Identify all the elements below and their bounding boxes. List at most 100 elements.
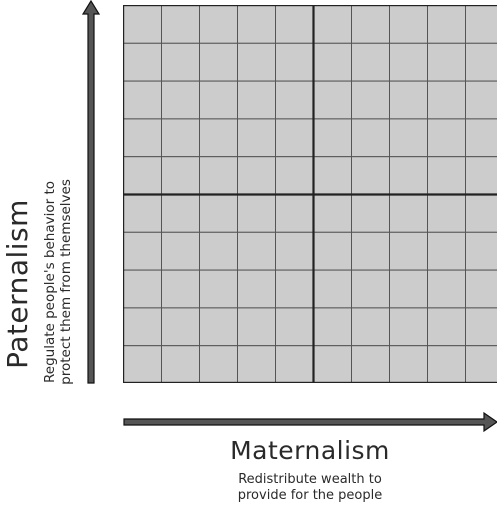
x-axis-arrow: [123, 411, 497, 433]
grid-cell: [465, 231, 497, 271]
grid-cell: [313, 5, 352, 44]
x-axis-description: Redistribute wealth to provide for the p…: [175, 472, 445, 504]
grid-cell: [351, 194, 390, 233]
grid-cell: [275, 80, 314, 120]
grid-cell: [199, 80, 238, 120]
grid-cell: [123, 345, 162, 383]
grid-cell: [123, 118, 162, 158]
grid-cell: [427, 42, 466, 82]
grid-cell: [351, 42, 390, 82]
grid-cell: [161, 5, 200, 44]
grid-cell: [389, 231, 428, 271]
grid-cell: [389, 5, 428, 44]
grid-cell: [313, 156, 352, 195]
grid-cell: [389, 118, 428, 158]
y-axis-arrow: [81, 0, 101, 384]
grid-cell: [389, 194, 428, 233]
grid-border: [123, 5, 497, 383]
grid-cell: [389, 80, 428, 120]
grid-cell: [199, 231, 238, 271]
grid-cell: [123, 42, 162, 82]
grid-cell: [465, 345, 497, 383]
grid-cell: [351, 345, 390, 383]
grid-cell: [389, 345, 428, 383]
grid-cell: [161, 269, 200, 309]
y-axis-description-line-2: protect them from themselves: [58, 179, 74, 385]
grid-cell: [199, 307, 238, 347]
grid-cell: [351, 307, 390, 347]
grid-cell: [275, 118, 314, 158]
grid-cell: [123, 307, 162, 347]
grid-cell: [351, 118, 390, 158]
grid-cell: [161, 307, 200, 347]
grid-cell: [199, 5, 238, 44]
grid-cell: [389, 42, 428, 82]
grid-cell: [313, 269, 352, 309]
grid-cell: [389, 307, 428, 347]
grid-cell: [313, 231, 352, 271]
grid-cell: [237, 156, 276, 195]
grid-cell: [161, 118, 200, 158]
grid-cell: [199, 269, 238, 309]
grid-cell: [465, 269, 497, 309]
y-axis-title: Paternalism: [1, 199, 34, 369]
grid-cell: [427, 156, 466, 195]
grid-cell: [313, 307, 352, 347]
grid-cell: [389, 156, 428, 195]
grid-cell: [275, 269, 314, 309]
grid-cell: [237, 269, 276, 309]
grid-cell: [161, 42, 200, 82]
grid-cell: [123, 269, 162, 309]
grid-cell: [237, 194, 276, 233]
grid-cell: [427, 345, 466, 383]
grid-cell: [275, 5, 314, 44]
grid-cell: [427, 80, 466, 120]
grid-cells: [123, 5, 497, 383]
grid-cell: [313, 80, 352, 120]
y-axis-description: Regulate people's behavior to protect th…: [42, 93, 74, 471]
grid-cell: [465, 194, 497, 233]
grid-cell: [313, 42, 352, 82]
x-axis-title: Maternalism: [230, 436, 390, 465]
grid-cell: [237, 118, 276, 158]
y-axis-description-line-1: Regulate people's behavior to: [42, 181, 58, 384]
grid-cell: [161, 231, 200, 271]
grid-cell: [427, 307, 466, 347]
grid-cell: [123, 156, 162, 195]
grid-cell: [275, 307, 314, 347]
grid-cell: [465, 156, 497, 195]
grid-cell: [237, 307, 276, 347]
grid-cell: [313, 118, 352, 158]
grid-cell: [313, 194, 352, 233]
grid-cell: [351, 80, 390, 120]
grid-cell: [351, 5, 390, 44]
grid-cell: [237, 80, 276, 120]
grid-cell: [275, 345, 314, 383]
grid-cell: [161, 80, 200, 120]
grid-cell: [237, 5, 276, 44]
compass-grid: [123, 5, 497, 383]
grid-cell: [427, 118, 466, 158]
grid-cell: [237, 42, 276, 82]
grid-cell: [199, 194, 238, 233]
grid-cell: [351, 231, 390, 271]
grid-cell: [199, 156, 238, 195]
grid-cell: [275, 42, 314, 82]
grid-cell: [161, 194, 200, 233]
grid-cell: [465, 42, 497, 82]
grid-cell: [313, 345, 352, 383]
grid-cell: [199, 118, 238, 158]
grid-cell: [161, 345, 200, 383]
grid-cell: [199, 42, 238, 82]
grid-cell: [275, 156, 314, 195]
grid-cell: [427, 5, 466, 44]
grid-cell: [427, 231, 466, 271]
grid-cell: [161, 156, 200, 195]
grid-cell: [465, 5, 497, 44]
grid-cell: [237, 345, 276, 383]
grid-cell: [465, 118, 497, 158]
x-axis-description-line-2: provide for the people: [237, 488, 383, 503]
grid-cell: [351, 156, 390, 195]
grid-cell: [275, 231, 314, 271]
grid-cell: [389, 269, 428, 309]
